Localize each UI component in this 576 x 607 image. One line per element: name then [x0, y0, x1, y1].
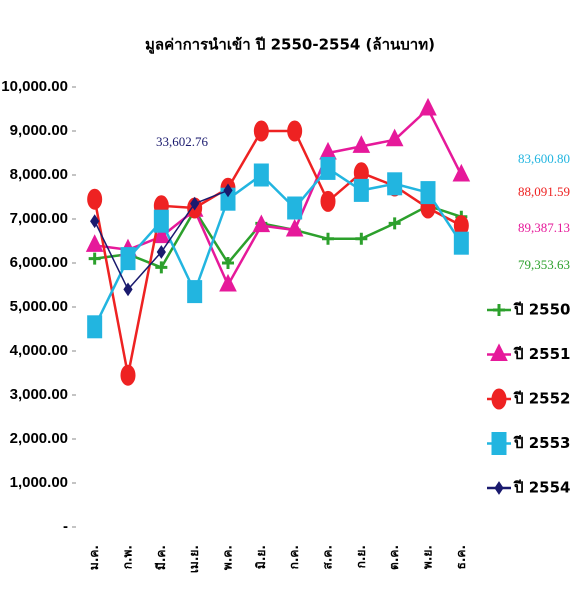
marker	[222, 257, 234, 269]
x-tick-label: ม.ค.	[87, 545, 101, 570]
x-tick-label: ก.พ.	[121, 545, 135, 569]
marker	[320, 190, 336, 212]
x-tick-label: ก.ค.	[287, 545, 301, 569]
marker	[491, 388, 507, 410]
annotation: 89,387.13	[518, 220, 570, 235]
legend-label: ปี 2554	[513, 479, 570, 497]
legend-label: ปี 2551	[513, 345, 570, 363]
marker	[490, 343, 508, 361]
legend-label: ปี 2552	[513, 390, 570, 408]
y-tick-label: 1,000.00	[10, 474, 68, 491]
x-tick-label: ธ.ค.	[454, 545, 468, 569]
x-tick-label: พ.ย.	[421, 545, 435, 569]
marker	[153, 209, 169, 233]
annotation: 79,353.63	[518, 257, 570, 272]
y-tick-label: 6,000.00	[10, 254, 68, 271]
marker	[453, 231, 469, 255]
x-tick-label: ต.ค.	[387, 545, 401, 570]
series-line	[94, 204, 462, 269]
marker	[152, 225, 171, 244]
marker	[155, 261, 168, 274]
marker	[491, 432, 507, 455]
y-tick-label: -	[63, 518, 68, 535]
chart-title: มูลค่าการนำเข้า ปี 2550-2554 (ล้านบาท)	[145, 36, 435, 55]
marker	[355, 232, 368, 245]
series	[87, 120, 469, 386]
marker	[156, 245, 166, 259]
marker	[352, 135, 371, 153]
series-line	[94, 106, 463, 288]
y-tick-label: 8,000.00	[10, 166, 68, 183]
marker	[120, 247, 136, 271]
marker	[353, 178, 369, 202]
x-tick-label: พ.ค.	[221, 545, 235, 570]
marker	[320, 156, 336, 180]
series-line	[93, 166, 463, 328]
marker	[187, 280, 203, 304]
marker	[219, 273, 237, 292]
marker	[494, 481, 504, 495]
series	[90, 183, 233, 297]
marker	[223, 183, 233, 198]
marker	[88, 252, 101, 265]
marker	[452, 163, 471, 182]
series	[88, 199, 468, 274]
marker	[252, 214, 271, 233]
series	[87, 156, 469, 339]
marker	[285, 218, 304, 237]
marker	[287, 196, 303, 220]
y-tick-label: 4,000.00	[10, 342, 68, 359]
y-tick-label: 5,000.00	[10, 298, 68, 315]
x-tick-label: มิ.ย.	[254, 545, 268, 569]
marker	[85, 234, 104, 252]
marker	[123, 282, 133, 297]
annotation: 88,091.59	[518, 184, 570, 199]
series	[85, 97, 471, 292]
marker	[385, 128, 404, 147]
marker	[253, 163, 269, 187]
marker	[387, 172, 403, 196]
marker	[87, 188, 103, 210]
marker	[322, 232, 334, 245]
marker	[87, 315, 103, 339]
x-tick-label: มี.ค.	[154, 545, 168, 570]
marker	[90, 214, 100, 229]
marker	[120, 364, 136, 386]
marker	[420, 181, 436, 205]
legend-label: ปี 2550	[513, 301, 570, 319]
x-tick-label: ก.ย.	[354, 545, 368, 568]
annotation: 33,602.76	[156, 134, 209, 149]
x-tick-label: ส.ค.	[321, 545, 335, 569]
marker	[419, 97, 437, 116]
marker	[190, 196, 200, 211]
y-tick-label: 9,000.00	[10, 122, 68, 139]
y-tick-label: 2,000.00	[10, 430, 68, 447]
marker	[493, 304, 505, 316]
y-tick-label: 7,000.00	[10, 210, 68, 227]
marker	[253, 120, 269, 142]
legend-label: ปี 2553	[513, 434, 570, 452]
x-tick-label: เม.ย.	[187, 545, 201, 573]
annotation: 83,600.80	[518, 151, 570, 166]
y-tick-label: 10,000.00	[1, 78, 68, 95]
marker	[287, 120, 303, 142]
series-line	[93, 129, 462, 376]
y-tick-label: 3,000.00	[10, 386, 68, 403]
marker	[388, 217, 401, 230]
